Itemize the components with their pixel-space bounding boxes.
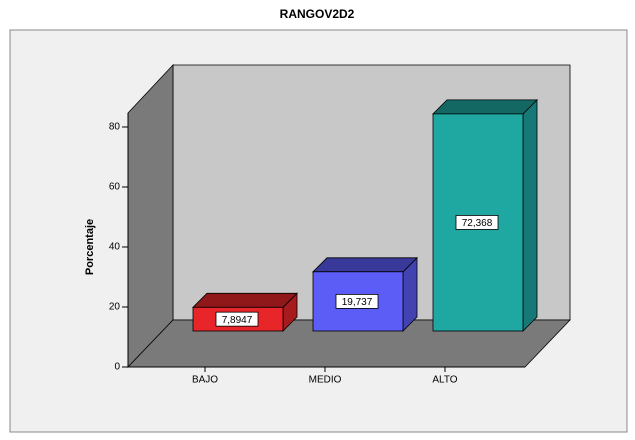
y-tick-label: 0	[114, 362, 120, 373]
bar-top	[192, 292, 298, 308]
y-tick-label: 60	[109, 182, 121, 193]
y-tick-label: 80	[109, 122, 121, 133]
value-label-box	[215, 311, 259, 327]
bar-top	[312, 257, 418, 273]
y-tick-label: 40	[109, 242, 121, 253]
x-tick-label: ALTO	[432, 375, 457, 386]
value-label: 19,737	[342, 297, 373, 308]
value-label: 72,368	[462, 218, 493, 229]
chart-title: RANGOV2D2	[280, 7, 355, 21]
value-label: 7,8947	[222, 315, 253, 326]
y-tick-label: 20	[109, 302, 121, 313]
value-label-box	[335, 293, 379, 309]
y-axis-label: Porcentaje	[84, 219, 96, 275]
x-tick-label: BAJO	[192, 375, 218, 386]
value-label-box	[455, 215, 499, 230]
bar-side	[522, 98, 538, 332]
x-tick-label: MEDIO	[309, 375, 342, 386]
bar-top	[432, 99, 538, 115]
left-wall	[127, 63, 174, 368]
